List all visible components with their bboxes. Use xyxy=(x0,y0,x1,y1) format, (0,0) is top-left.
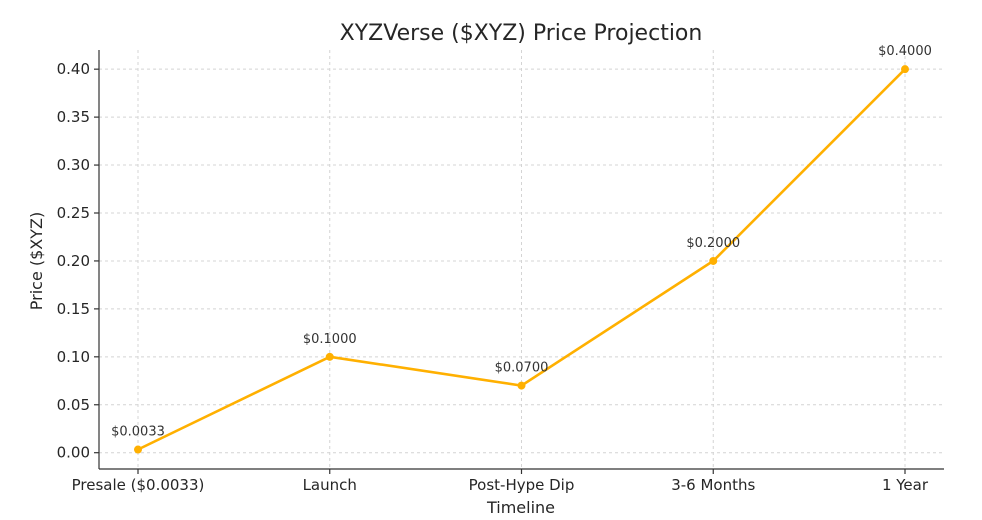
data-label: $0.2000 xyxy=(686,236,740,251)
axes xyxy=(94,50,944,474)
data-label: $0.4000 xyxy=(878,44,932,59)
data-point xyxy=(709,256,718,265)
y-tick-label: 0.40 xyxy=(57,60,90,78)
y-tick-label: 0.35 xyxy=(57,108,90,126)
tick-labels: 0.00 0.05 0.10 0.15 0.20 0.25 0.30 0.35 0.40 Pres… xyxy=(57,60,929,494)
grid-lines xyxy=(99,50,944,469)
data-label: $0.1000 xyxy=(303,332,357,347)
y-tick-label: 0.10 xyxy=(57,348,90,366)
data-labels: $0.0033 $0.1000 $0.0700 $0.2000 $0.4000 xyxy=(111,44,932,439)
x-tick-label: 1 Year xyxy=(882,476,929,494)
y-tick-label: 0.00 xyxy=(57,444,90,462)
x-axis-label: Timeline xyxy=(486,498,555,517)
data-point xyxy=(134,445,142,454)
data-point xyxy=(517,381,526,390)
y-tick-label: 0.30 xyxy=(57,156,90,174)
x-tick-label: 3-6 Months xyxy=(671,476,755,494)
data-label: $0.0700 xyxy=(495,361,549,376)
y-tick-label: 0.20 xyxy=(57,252,90,270)
data-label: $0.0033 xyxy=(111,425,165,440)
y-axis-label: Price ($XYZ) xyxy=(27,212,46,310)
y-tick-label: 0.15 xyxy=(57,300,90,318)
y-tick-label: 0.25 xyxy=(57,204,90,222)
x-tick-label: Presale ($0.0033) xyxy=(72,476,205,494)
data-point xyxy=(901,65,909,74)
x-tick-label: Post-Hype Dip xyxy=(469,476,575,494)
data-point xyxy=(325,352,334,361)
y-tick-label: 0.05 xyxy=(57,396,90,414)
data-series xyxy=(134,65,909,454)
chart-title: XYZVerse ($XYZ) Price Projection xyxy=(340,21,703,46)
x-tick-label: Launch xyxy=(303,476,357,494)
